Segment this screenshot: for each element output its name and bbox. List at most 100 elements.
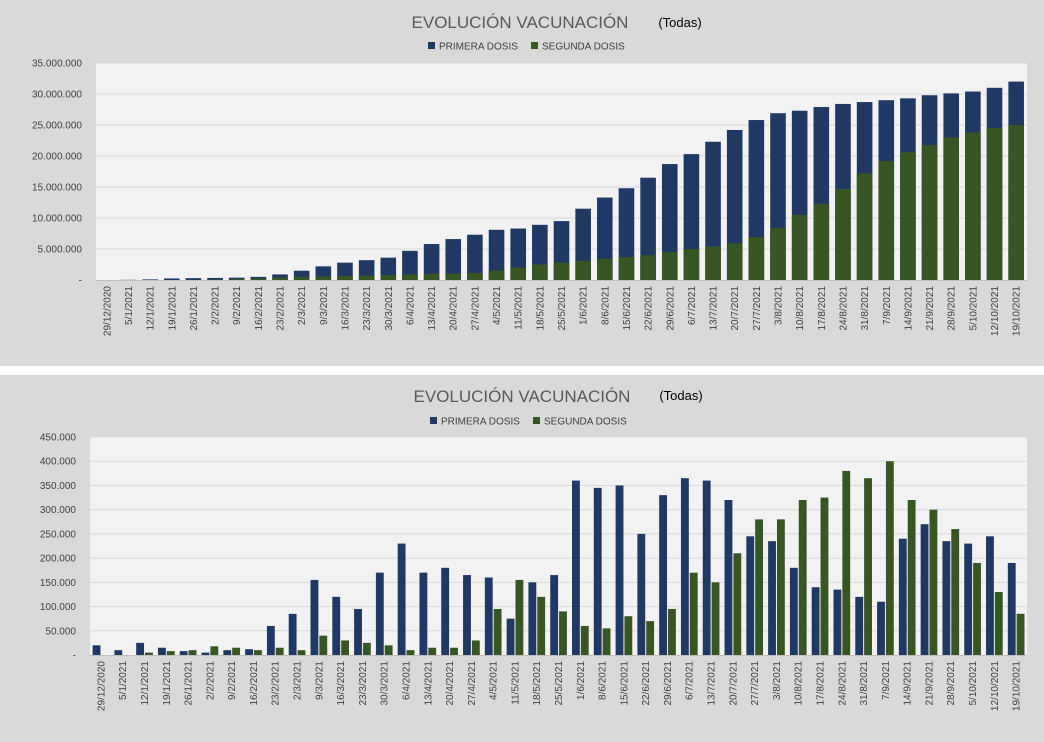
bar-segunda-dosis (297, 650, 306, 655)
x-tick-label: 6/7/2021 (687, 286, 698, 325)
x-tick-label: 9/2/2021 (227, 661, 238, 700)
x-tick-label: 6/4/2021 (401, 661, 412, 700)
bar-primera-dosis (185, 278, 202, 280)
bar-segunda-dosis (791, 214, 808, 280)
y-tick-label: 30.000.000 (32, 90, 82, 101)
bar-segunda-dosis (188, 650, 197, 655)
bar-segunda-dosis (726, 243, 743, 280)
legend-swatch-segunda (533, 417, 540, 424)
x-tick-label: 18/5/2021 (535, 286, 546, 331)
x-tick-label: 4/5/2021 (492, 286, 503, 325)
bar-primera-dosis (332, 596, 341, 655)
x-tick-label: 10/8/2021 (794, 661, 805, 706)
bar-segunda-dosis (689, 572, 698, 655)
bar-segunda-dosis (341, 640, 350, 655)
x-tick-label: 16/3/2021 (340, 286, 351, 331)
bar-primera-dosis (488, 229, 505, 280)
x-tick-label: 16/2/2021 (249, 661, 260, 706)
bar-segunda-dosis (597, 258, 613, 280)
x-tick-label: 18/5/2021 (532, 661, 543, 706)
bar-primera-dosis (402, 250, 418, 280)
x-tick-label: 20/7/2021 (730, 286, 741, 331)
x-tick-label: 17/8/2021 (815, 661, 826, 706)
legend-swatch-segunda (531, 42, 538, 49)
legend-label-primera: PRIMERA DOSIS (441, 417, 520, 428)
x-tick-label: 27/7/2021 (752, 286, 763, 331)
x-tick-label: 2/2/2021 (211, 286, 222, 325)
bar-segunda-dosis (929, 509, 938, 655)
bar-primera-dosis (92, 645, 101, 655)
bar-segunda-dosis (921, 144, 938, 280)
bar-segunda-dosis (878, 160, 895, 280)
bar-segunda-dosis (428, 647, 437, 655)
x-tick-label: 25/5/2021 (557, 286, 568, 331)
x-tick-label: 8/6/2021 (598, 661, 609, 700)
bar-primera-dosis (811, 587, 820, 655)
bar-segunda-dosis (471, 640, 480, 655)
bar-segunda-dosis (864, 478, 872, 655)
bar-segunda-dosis (668, 608, 676, 655)
bar-segunda-dosis (532, 264, 548, 280)
bar-segunda-dosis (232, 647, 241, 655)
bar-primera-dosis (380, 257, 397, 280)
x-tick-label: 16/3/2021 (336, 661, 347, 706)
bar-segunda-dosis (907, 499, 916, 655)
x-tick-label: 12/1/2021 (146, 286, 157, 331)
bar-segunda-dosis (358, 275, 375, 280)
x-tick-label: 5/10/2021 (968, 286, 979, 331)
bar-segunda-dosis (733, 553, 742, 655)
bar-primera-dosis (157, 647, 166, 655)
x-tick-label: 10/8/2021 (795, 286, 806, 331)
x-tick-label: 30/3/2021 (384, 286, 395, 331)
y-axis: - 50.000 100.000 150.000 200.000 250.000 300.0… (40, 433, 77, 662)
bar-primera-dosis (877, 601, 885, 655)
x-tick-label: 28/9/2021 (946, 661, 957, 706)
x-tick-label: 16/2/2021 (254, 286, 265, 331)
bar-primera-dosis (637, 533, 646, 655)
x-tick-label: 19/1/2021 (167, 286, 178, 331)
bar-primera-dosis (266, 625, 275, 655)
bar-segunda-dosis (640, 255, 656, 280)
bar-segunda-dosis (1008, 125, 1024, 280)
y-tick-label: - (79, 276, 82, 287)
y-tick-label: 250.000 (40, 529, 77, 540)
x-tick-label: 3/8/2021 (774, 286, 785, 325)
x-tick-label: 29/6/2021 (665, 286, 676, 331)
bar-segunda-dosis (776, 519, 785, 655)
y-tick-label: 400.000 (40, 457, 77, 468)
bar-primera-dosis (986, 536, 994, 655)
x-tick-label: 5/1/2021 (124, 286, 135, 325)
x-tick-label: 1/6/2021 (576, 661, 587, 700)
bar-segunda-dosis (315, 276, 332, 280)
bar-primera-dosis (288, 613, 297, 655)
bar-segunda-dosis (986, 128, 1003, 280)
bar-segunda-dosis (145, 652, 153, 655)
bar-segunda-dosis (965, 132, 981, 280)
filter-label[interactable]: (Todas) (659, 388, 702, 403)
bar-segunda-dosis (210, 646, 219, 655)
x-tick-label: 27/4/2021 (470, 286, 481, 331)
bar-primera-dosis (789, 567, 798, 655)
x-tick-label: 13/4/2021 (423, 661, 434, 706)
bar-primera-dosis (528, 582, 537, 655)
bar-primera-dosis (855, 596, 864, 655)
bar-primera-dosis (467, 234, 483, 280)
x-tick-label: 28/9/2021 (947, 286, 958, 331)
x-tick-label: 13/7/2021 (709, 286, 720, 331)
bar-segunda-dosis (1016, 613, 1025, 655)
y-tick-label: 20.000.000 (32, 152, 82, 163)
y-tick-label: 5.000.000 (38, 245, 83, 256)
bar-primera-dosis (510, 228, 526, 280)
x-tick-label: 7/9/2021 (882, 286, 893, 325)
bar-segunda-dosis (362, 642, 371, 655)
bar-segunda-dosis (900, 152, 916, 280)
filter-label[interactable]: (Todas) (658, 15, 701, 30)
bar-segunda-dosis (402, 274, 418, 280)
bar-primera-dosis (354, 608, 362, 655)
x-tick-label: 11/5/2021 (514, 286, 525, 330)
y-tick-label: 100.000 (40, 602, 77, 613)
legend-label-segunda: SEGUNDA DOSIS (542, 42, 625, 53)
legend-label-segunda: SEGUNDA DOSIS (544, 417, 627, 428)
x-tick-label: 20/4/2021 (449, 286, 460, 331)
x-tick-label: 4/5/2021 (489, 661, 500, 700)
